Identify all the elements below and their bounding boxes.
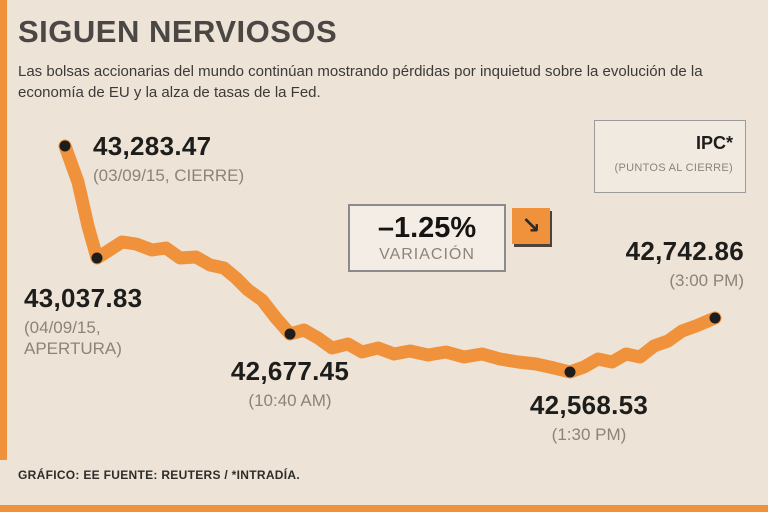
ipc-legend-box: IPC* (PUNTOS AL CIERRE) [594, 120, 746, 193]
annotation-open: 43,037.83 (04/09/15, APERTURA) [24, 283, 152, 360]
annotation-130pm-low: 42,568.53 (1:30 PM) [516, 390, 662, 445]
price-marker [91, 252, 103, 264]
ipc-subtitle: (PUNTOS AL CIERRE) [614, 162, 733, 174]
bottom-accent-bar [0, 505, 768, 512]
annotation-1040am: 42,677.45 (10:40 AM) [220, 356, 360, 411]
variation-value: –1.25% [377, 212, 477, 244]
annotation-value: 42,742.86 [625, 236, 744, 266]
variation-box: –1.25% VARIACIÓN [348, 204, 506, 272]
price-marker [284, 328, 296, 340]
annotation-300pm-last: 42,742.86 (3:00 PM) [626, 236, 744, 291]
page-subtitle: Las bolsas accionarias del mundo continú… [18, 63, 703, 101]
annotation-value: 42,568.53 [529, 390, 649, 420]
annotation-label: (03/09/15, CIERRE) [93, 166, 245, 185]
annotation-label: (04/09/15, APERTURA) [24, 318, 122, 359]
price-marker [709, 312, 721, 324]
annotation-label: (10:40 AM) [248, 391, 332, 410]
page-title: SIGUEN NERVIOSOS [18, 14, 338, 49]
annotation-label: (1:30 PM) [551, 425, 627, 444]
annotation-value: 42,677.45 [230, 356, 350, 386]
annotation-value: 43,037.83 [24, 283, 143, 313]
price-marker [59, 140, 71, 152]
annotation-prev-close: 43,283.47 (03/09/15, CIERRE) [93, 131, 244, 186]
down-right-arrow-icon: ↘ [521, 213, 541, 239]
price-marker [564, 366, 576, 378]
footer-credits: GRÁFICO: EE FUENTE: REUTERS / *INTRADÍA. [18, 468, 301, 482]
ipc-title: IPC* [695, 133, 733, 153]
down-right-arrow-badge: ↘ [512, 208, 550, 244]
annotation-label: (3:00 PM) [669, 271, 744, 290]
annotation-value: 43,283.47 [93, 131, 212, 161]
left-accent-bar [0, 0, 7, 460]
variation-label: VARIACIÓN [379, 246, 475, 263]
